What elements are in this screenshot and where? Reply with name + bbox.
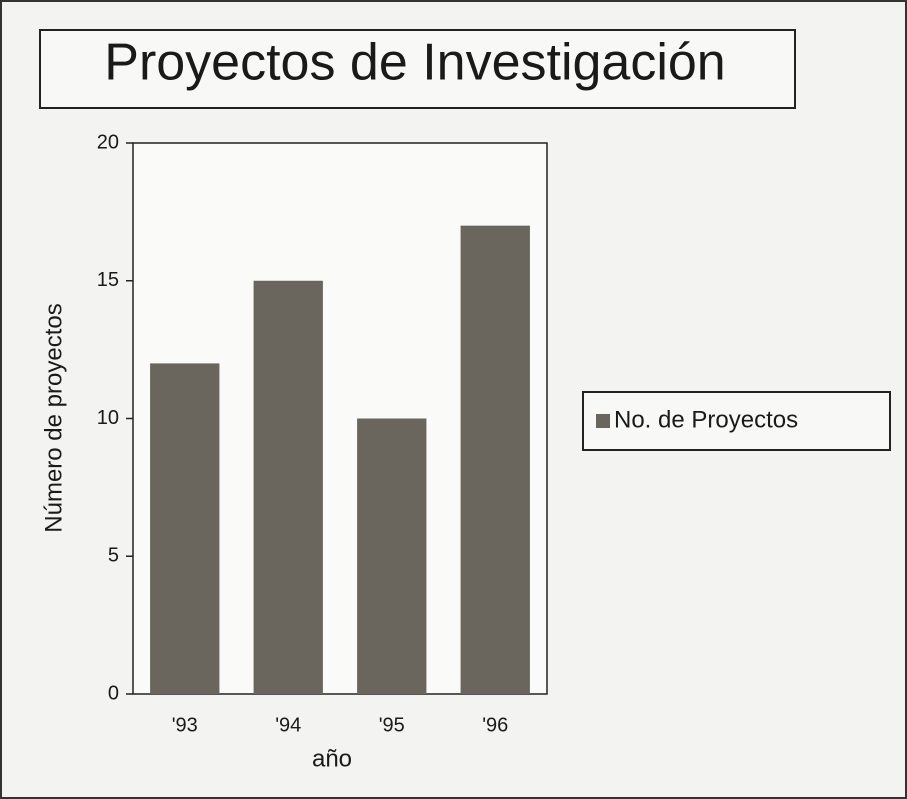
y-tick-label: 10 xyxy=(97,407,119,429)
y-tick-label: 5 xyxy=(108,545,119,567)
bar xyxy=(460,225,530,694)
x-tick-label: '96 xyxy=(482,714,508,736)
x-tick-label: '95 xyxy=(379,714,405,736)
x-tick-label: '94 xyxy=(275,714,301,736)
y-axis-label: Número de proyectos xyxy=(40,303,67,532)
legend-label: No. de Proyectos xyxy=(614,406,798,433)
bar xyxy=(357,418,427,694)
legend-swatch xyxy=(596,414,610,428)
y-tick-label: 0 xyxy=(108,682,119,704)
y-tick-label: 20 xyxy=(97,131,119,153)
x-axis-label: año xyxy=(312,745,352,772)
chart-title: Proyectos de Investigación xyxy=(104,34,725,92)
x-tick-label: '93 xyxy=(172,714,198,736)
y-tick-label: 15 xyxy=(97,269,119,291)
bar xyxy=(253,280,323,694)
bar xyxy=(150,363,220,694)
legend-box xyxy=(582,391,891,451)
title-box xyxy=(39,29,796,109)
